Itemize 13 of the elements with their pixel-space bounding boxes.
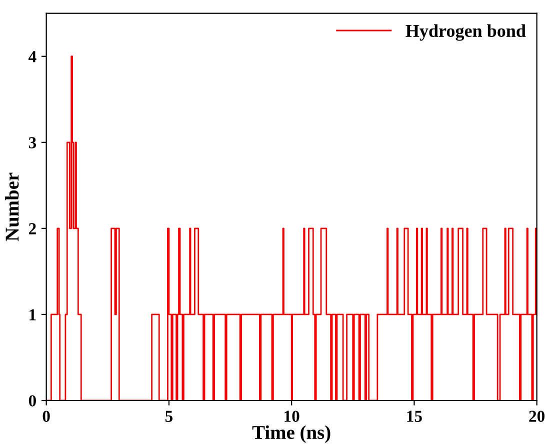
x-tick-label: 0: [42, 410, 50, 422]
x-tick-label: 15: [407, 410, 422, 422]
y-tick-label: 2: [28, 223, 36, 234]
x-tick-label: 10: [284, 410, 300, 422]
y-tick-label: 1: [30, 309, 36, 320]
y-tick-label: 4: [28, 51, 36, 62]
x-tick-label: 5: [165, 410, 173, 422]
x-tick-label: 20: [529, 410, 545, 422]
legend-label: Hydrogen bond: [406, 24, 526, 41]
y-tick-label: 3: [28, 137, 36, 148]
y-tick-label: 0: [28, 395, 36, 406]
y-axis-title: Number: [5, 172, 19, 242]
x-axis-title: Time (ns): [252, 425, 330, 443]
